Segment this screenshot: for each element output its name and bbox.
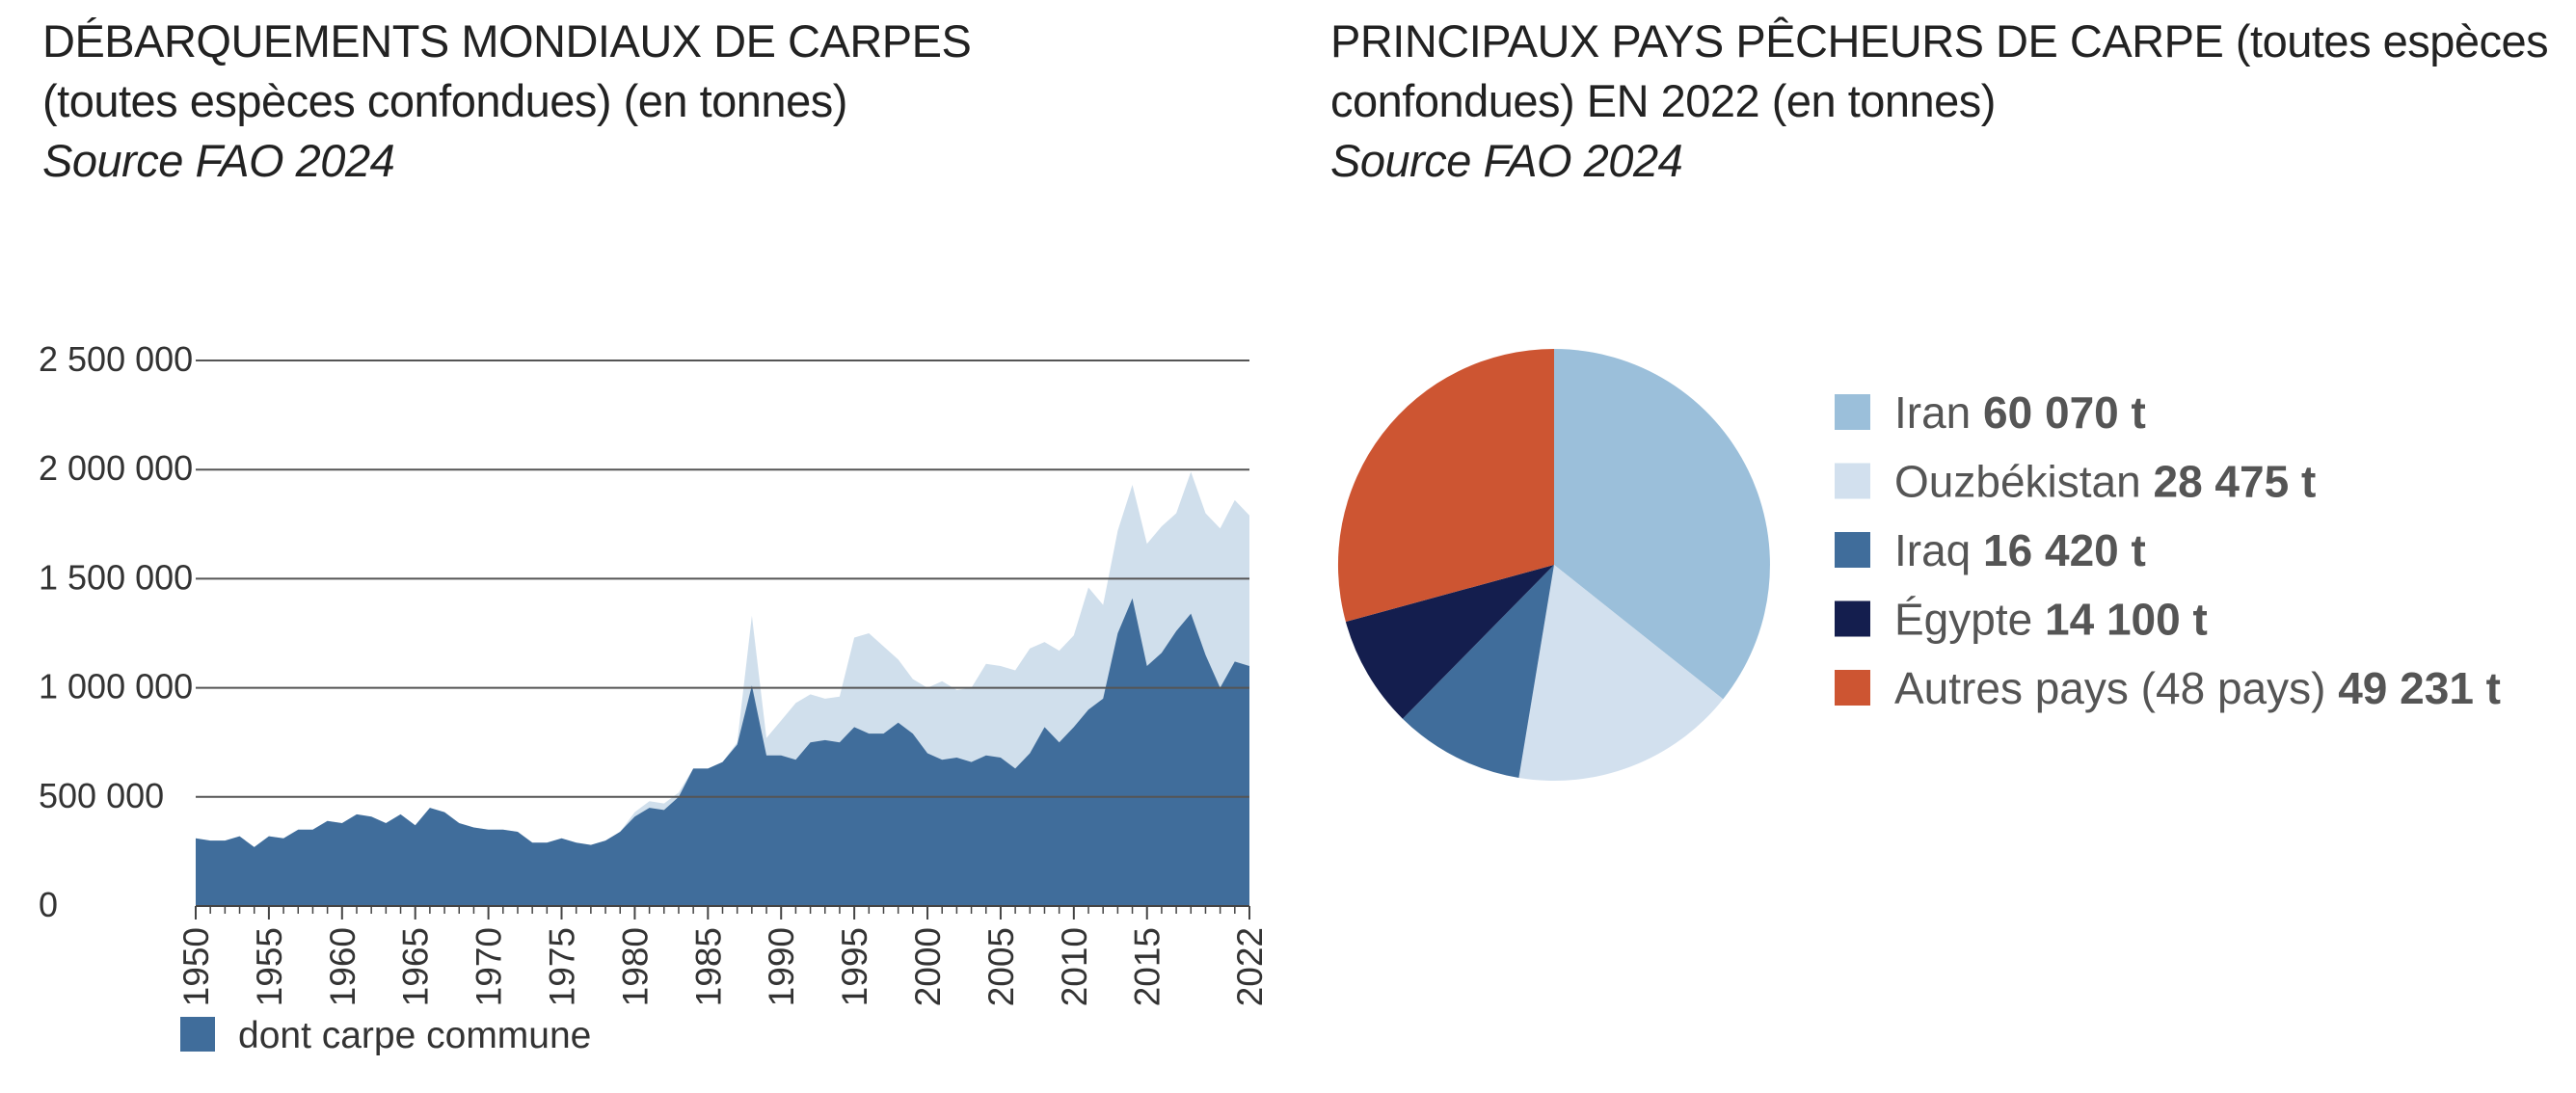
pie-legend-label: Égypte 14 100 t bbox=[1894, 595, 2208, 645]
x-tick-label: 1985 bbox=[688, 927, 728, 1006]
area-chart-title-line2: (toutes espèces confondues) (en tonnes) bbox=[42, 75, 847, 126]
y-tick-label: 500 000 bbox=[39, 776, 164, 815]
y-tick-label: 1 000 000 bbox=[39, 667, 193, 706]
x-tick-label: 2010 bbox=[1055, 927, 1094, 1006]
pie-legend-value: 60 070 t bbox=[1983, 387, 2146, 438]
pie-slice-1 bbox=[1518, 565, 1724, 782]
y-tick-label: 2 500 000 bbox=[39, 339, 193, 379]
area-chart: 0 500 000 1 000 000 1 500 000 2 000 000 2 500… bbox=[39, 339, 1270, 1056]
x-tick-label: 1955 bbox=[250, 927, 289, 1006]
pie-legend-country: Égypte bbox=[1894, 595, 2045, 645]
y-tick-label: 2 000 000 bbox=[39, 448, 193, 488]
pie-legend-country: Autres pays (48 pays) bbox=[1894, 663, 2338, 713]
pie-chart-source: Source FAO 2024 bbox=[1330, 135, 1683, 186]
pie-legend-swatch bbox=[1835, 532, 1870, 568]
pie-legend-label: Iran 60 070 t bbox=[1894, 387, 2146, 438]
y-tick-label: 1 500 000 bbox=[39, 557, 193, 597]
pie-slice-3 bbox=[1345, 565, 1554, 719]
x-tick-label: 2015 bbox=[1128, 927, 1167, 1006]
area-chart-title: DÉBARQUEMENTS MONDIAUX DE CARPES (toutes… bbox=[42, 12, 1219, 191]
y-tick-label: 0 bbox=[39, 885, 58, 924]
x-tick-label: 1975 bbox=[543, 927, 582, 1006]
x-tick-label: 1980 bbox=[615, 927, 655, 1006]
x-tick-label: 1995 bbox=[835, 927, 874, 1006]
pie-chart-title-line1: PRINCIPAUX PAYS PÊCHEURS DE CARPE (toute… bbox=[1330, 15, 2549, 67]
pie-slice-0 bbox=[1554, 349, 1770, 700]
x-tick-label: 2005 bbox=[981, 927, 1021, 1006]
pie-legend-value: 49 231 t bbox=[2338, 663, 2501, 713]
pie-legend-label: Iraq 16 420 t bbox=[1894, 525, 2146, 575]
x-tick-label: 2022 bbox=[1230, 927, 1270, 1006]
pie-legend-swatch bbox=[1835, 463, 1870, 499]
area-series-1 bbox=[196, 598, 1249, 906]
pie-legend-swatch bbox=[1835, 600, 1870, 637]
x-tick-label: 1965 bbox=[396, 927, 436, 1006]
pie-slice-4 bbox=[1337, 348, 1554, 623]
pie-legend-country: Iraq bbox=[1894, 525, 1983, 575]
x-tick-label: 2000 bbox=[908, 927, 948, 1006]
x-tick-label: 1960 bbox=[323, 927, 362, 1006]
legend-label: dont carpe commune bbox=[238, 1015, 591, 1056]
pie-legend-label: Ouzbékistan 28 475 t bbox=[1894, 457, 2316, 507]
pie-legend-value: 14 100 t bbox=[2045, 595, 2208, 645]
pie-chart-title: PRINCIPAUX PAYS PÊCHEURS DE CARPE (toute… bbox=[1330, 12, 2555, 191]
legend-swatch bbox=[180, 1017, 215, 1052]
pie-chart-title-line2: confondues) EN 2022 (en tonnes) bbox=[1330, 75, 1996, 126]
x-tick-label: 1990 bbox=[762, 927, 801, 1006]
pie-legend-swatch bbox=[1835, 394, 1870, 430]
area-chart-title-line1: DÉBARQUEMENTS MONDIAUX DE CARPES bbox=[42, 15, 972, 67]
area-chart-source: Source FAO 2024 bbox=[42, 135, 395, 186]
x-tick-label: 1970 bbox=[470, 927, 509, 1006]
pie-legend-label: Autres pays (48 pays) 49 231 t bbox=[1894, 663, 2501, 713]
pie-slice-2 bbox=[1402, 565, 1554, 778]
pie-legend-value: 28 475 t bbox=[2153, 457, 2316, 507]
pie-legend-country: Iran bbox=[1894, 387, 1983, 438]
pie-legend-swatch bbox=[1835, 670, 1870, 706]
x-tick-label: 1950 bbox=[176, 927, 216, 1006]
pie-legend-value: 16 420 t bbox=[1983, 525, 2146, 575]
pie-legend-country: Ouzbékistan bbox=[1894, 457, 2153, 507]
